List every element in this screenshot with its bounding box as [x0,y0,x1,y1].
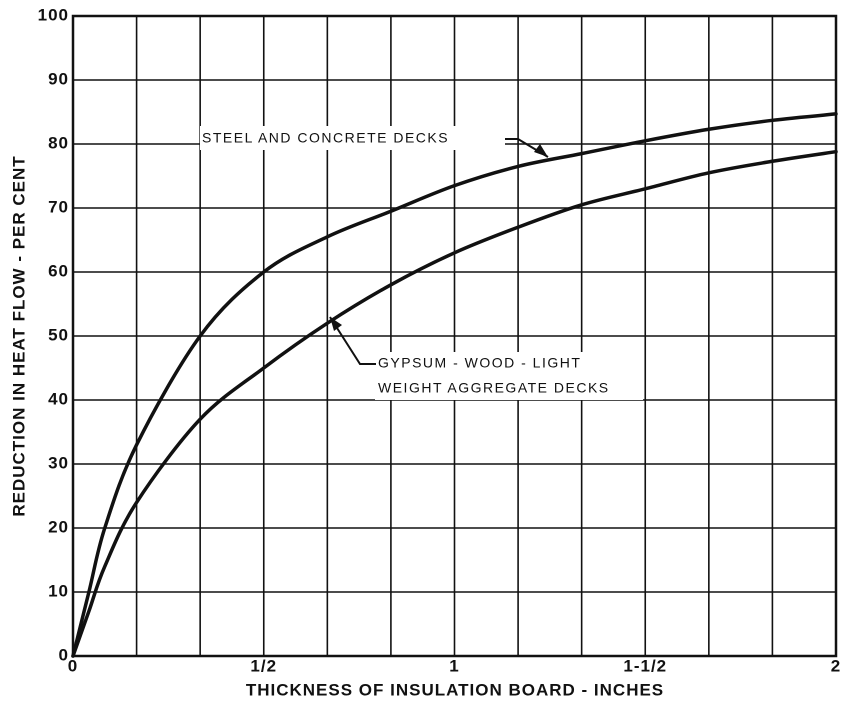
curves [71,112,838,658]
arrowhead [534,144,548,157]
annotation: WEIGHT AGGREGATE DECKS [378,380,610,396]
annotation: STEEL AND CONCRETE DECKS [202,130,449,146]
label-bg [375,352,643,400]
y-tick-label: 20 [48,517,69,536]
label-bg [200,126,505,150]
y-tick-label: 70 [48,197,69,216]
x-tick-label: 1-1/2 [623,656,667,675]
y-tick-label: 10 [48,581,69,600]
curve [71,149,838,658]
x-tick-label: 1 [449,656,459,675]
x-axis-label: THICKNESS OF INSULATION BOARD - INCHES [246,680,664,699]
y-tick-label: 100 [38,5,69,24]
y-axis-label: REDUCTION IN HEAT FLOW - PER CENT [9,155,28,516]
x-tick-label: 0 [68,656,78,675]
plot-frame [71,14,838,658]
y-tick-label: 80 [48,133,69,152]
y-tick-label: 50 [48,325,69,344]
y-tick-label: 30 [48,453,69,472]
arrowhead [330,317,342,331]
y-tick-label: 0 [59,645,69,664]
leader [329,316,376,365]
y-tick-label: 60 [48,261,69,280]
y-tick-label: 40 [48,389,69,408]
annotation: GYPSUM - WOOD - LIGHT [378,355,581,371]
x-tick-label: 1/2 [250,656,277,675]
curve [71,112,838,658]
x-tick-label: 2 [831,656,841,675]
y-tick-label: 90 [48,69,69,88]
